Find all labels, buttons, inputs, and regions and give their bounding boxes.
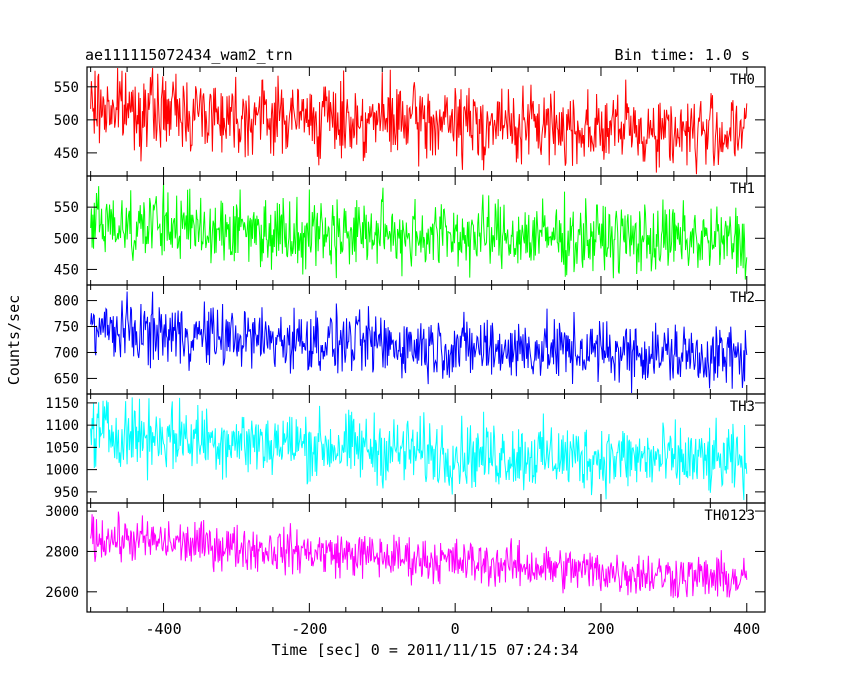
x-tick-label: 400 [733, 620, 760, 638]
y-tick-label: 500 [54, 113, 79, 129]
y-tick-label: 550 [54, 200, 79, 216]
y-tick-label: 950 [54, 485, 79, 501]
series-line-th3 [90, 397, 748, 501]
y-tick-label: 500 [54, 231, 79, 247]
y-tick-label: 650 [54, 371, 79, 387]
panel-label-th1: TH1 [730, 181, 755, 197]
y-tick-label: 450 [54, 146, 79, 162]
y-tick-label: 1150 [45, 396, 79, 412]
y-tick-label: 550 [54, 80, 79, 96]
y-tick-label: 700 [54, 345, 79, 361]
y-axis-label: Counts/sec [5, 295, 23, 385]
y-tick-label: 3000 [45, 504, 79, 520]
series-line-th2 [90, 291, 748, 394]
panel-frame-th0123 [86, 502, 766, 613]
x-tick-label: 0 [451, 620, 460, 638]
y-tick-label: 1000 [45, 463, 79, 479]
panel-label-th0: TH0 [730, 72, 755, 88]
y-tick-label: 1050 [45, 440, 79, 456]
x-tick-label: -200 [291, 620, 327, 638]
y-tick-label: 800 [54, 294, 79, 310]
y-tick-label: 2600 [45, 585, 79, 601]
panel-label-th2: TH2 [730, 290, 755, 306]
y-tick-label: 750 [54, 320, 79, 336]
x-tick-label: -400 [145, 620, 181, 638]
series-line-th1 [90, 182, 748, 280]
series-line-th0 [90, 67, 748, 175]
y-tick-label: 2800 [45, 544, 79, 560]
y-tick-label: 1100 [45, 418, 79, 434]
panel-label-th3: TH3 [730, 399, 755, 415]
bin-time-label: Bin time: 1.0 s [615, 46, 750, 64]
panel-label-th0123: TH0123 [704, 508, 755, 524]
y-tick-label: 450 [54, 262, 79, 278]
x-tick-label: 200 [587, 620, 614, 638]
x-axis-label: Time [sec] 0 = 2011/11/15 07:24:34 [271, 641, 578, 659]
panels-group: TH0 450 500 550 TH1 450 500 550 TH2 650 700 750 800 T… [45, 66, 766, 638]
series-line-th0123 [90, 511, 748, 599]
chart-title: ae111115072434_wam2_trn [85, 46, 293, 64]
